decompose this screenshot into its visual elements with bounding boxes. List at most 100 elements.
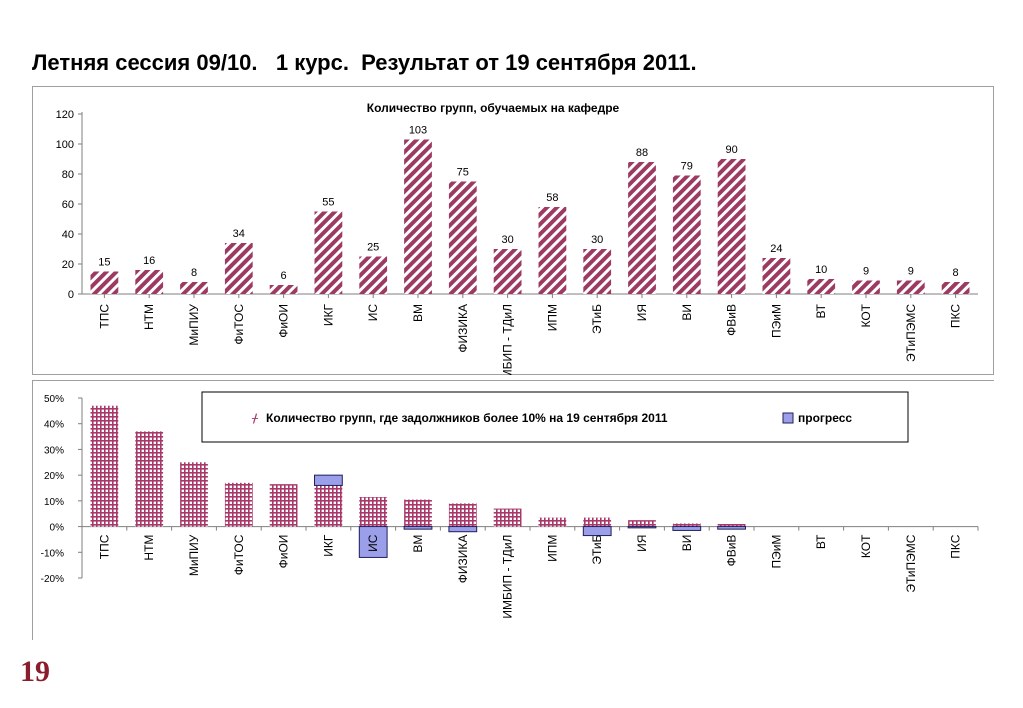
- legend-item-progress: прогресс: [782, 411, 852, 425]
- x-tick-label: ФВиВ: [725, 304, 739, 336]
- x-tick-label: ИКГ: [321, 534, 335, 557]
- bar-debtors: [493, 508, 522, 527]
- page-title: Летняя сессия 09/10. 1 курс. Результат о…: [32, 50, 697, 75]
- bar: [314, 211, 343, 294]
- bar-debtors: [628, 520, 656, 527]
- x-tick-label: ФиОИ: [277, 304, 291, 338]
- bar-debtors: [180, 462, 208, 527]
- bar: [224, 243, 253, 294]
- bar-progress: [314, 474, 343, 486]
- y-tick-label: 120: [56, 109, 74, 121]
- x-tick-label: ТПС: [97, 304, 111, 329]
- data-label: 58: [546, 192, 558, 204]
- data-label: 6: [281, 270, 287, 282]
- bar-debtors: [448, 503, 477, 527]
- y-tick-label: 30%: [44, 445, 64, 456]
- bar-progress: [717, 526, 746, 530]
- x-tick-label: ЭТиПЭМС: [904, 534, 918, 592]
- x-tick-label: ВТ: [814, 534, 828, 549]
- bar-debtors: [90, 405, 119, 527]
- y-tick-label: 50%: [44, 394, 64, 405]
- bar-progress: [358, 526, 388, 558]
- bar: [359, 256, 388, 294]
- bar-debtors: [314, 485, 343, 527]
- x-tick-label: ФВиВ: [725, 535, 739, 567]
- x-tick-label: ФИЗИКА: [456, 304, 470, 353]
- x-tick-label: НТМ: [142, 535, 156, 561]
- x-tick-label: КОТ: [859, 303, 873, 327]
- y-tick-label: 60: [62, 199, 74, 211]
- bar: [448, 181, 477, 294]
- data-label: 75: [457, 167, 469, 179]
- x-tick-label: ИМБИП - ТДиЛ: [501, 535, 515, 619]
- x-tick-label: ЭТиПЭМС: [904, 304, 918, 362]
- data-label: 15: [98, 257, 110, 269]
- x-tick-label: ИМБИП - ТДиЛ: [501, 304, 515, 375]
- y-tick-label: 80: [62, 169, 74, 181]
- x-tick-label: ФиТОС: [232, 534, 246, 575]
- bar-progress: [627, 526, 657, 529]
- data-label: 88: [636, 147, 648, 159]
- x-tick-label: НТМ: [142, 304, 156, 330]
- x-tick-label: ИС: [366, 534, 380, 552]
- bar: [135, 270, 164, 294]
- bar: [538, 207, 567, 294]
- x-tick-label: ФИЗИКА: [456, 535, 470, 584]
- bar-debtors: [672, 523, 701, 527]
- bar-debtors: [583, 517, 612, 527]
- x-tick-label: ПКС: [949, 304, 963, 328]
- x-tick-label: ВТ: [814, 303, 828, 318]
- x-tick-label: ИЯ: [635, 304, 649, 321]
- x-tick-label: МиПИУ: [187, 304, 201, 346]
- x-tick-label: ФиТОС: [232, 304, 246, 345]
- bar-progress: [403, 526, 433, 530]
- x-tick-label: ФиОИ: [277, 535, 291, 569]
- data-label: 9: [908, 266, 914, 278]
- data-label: 8: [191, 267, 197, 279]
- bar: [269, 285, 298, 294]
- x-tick-label: ВМ: [411, 535, 425, 553]
- data-label: 103: [409, 125, 427, 137]
- bar: [941, 282, 970, 294]
- y-tick-label: 40: [62, 229, 74, 241]
- page-number: 19: [20, 655, 50, 688]
- y-tick-label: 10%: [44, 497, 64, 508]
- y-tick-label: 20%: [44, 471, 64, 482]
- data-label: 30: [591, 234, 603, 246]
- bar: [672, 175, 701, 294]
- x-tick-label: ВИ: [680, 304, 694, 321]
- bar: [404, 139, 432, 294]
- bar-debtors: [404, 499, 432, 527]
- groups-count-chart: Количество групп, обучаемых на кафедре 0…: [32, 86, 994, 388]
- data-label: 16: [143, 255, 155, 267]
- bar-debtors: [224, 482, 253, 527]
- bar-progress: [448, 526, 478, 533]
- bar: [896, 280, 925, 294]
- bar: [852, 280, 880, 294]
- x-tick-label: ТПС: [97, 534, 111, 559]
- bar: [717, 159, 746, 294]
- data-label: 24: [770, 243, 782, 255]
- data-label: 25: [367, 242, 379, 254]
- x-tick-label: ИЯ: [635, 535, 649, 552]
- bar: [628, 162, 656, 294]
- y-tick-label: 40%: [44, 420, 64, 431]
- x-tick-label: ИПМ: [545, 304, 559, 331]
- bar: [583, 249, 612, 294]
- bar-debtors: [269, 484, 298, 527]
- data-label: 9: [863, 266, 869, 278]
- bar-debtors: [538, 517, 567, 527]
- x-tick-label: ПКС: [949, 534, 963, 558]
- y-tick-label: 0: [68, 289, 74, 301]
- data-label: 55: [322, 197, 334, 209]
- debtors-chart-svg: -20% -10% 0% 10% 20% 30% 40% 50% ТПС НТМ МиПИУ ФиТ…: [32, 380, 994, 640]
- x-tick-label: МиПИУ: [187, 534, 201, 576]
- data-label: 30: [501, 234, 513, 246]
- y-tick-label: 0%: [50, 523, 65, 534]
- bar-progress: [582, 526, 612, 537]
- bar-debtors: [717, 524, 746, 527]
- x-tick-label: ПЭиМ: [769, 535, 783, 569]
- bar-progress: [672, 526, 702, 531]
- bar: [807, 279, 836, 294]
- legend-label-debtors: Количество групп, где задолжников более …: [266, 411, 668, 425]
